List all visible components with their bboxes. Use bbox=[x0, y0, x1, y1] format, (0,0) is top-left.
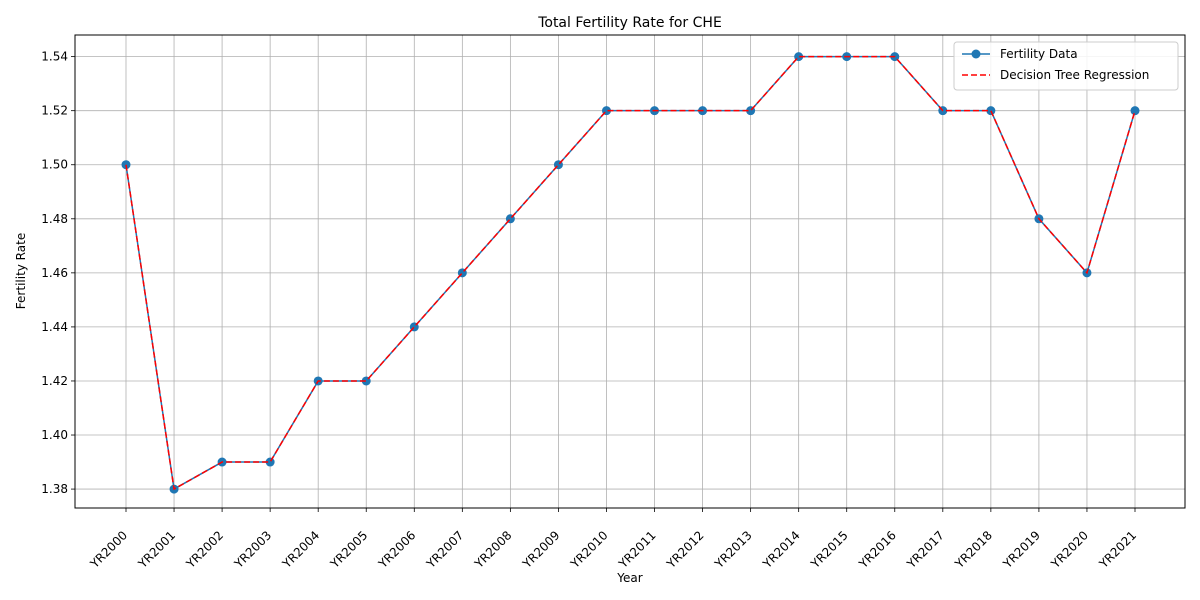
y-tick-label: 1.50 bbox=[41, 158, 68, 172]
y-axis-label: Fertility Rate bbox=[14, 233, 28, 309]
y-axis-ticks: 1.38 1.40 1.42 1.44 1.46 1.48 1.50 1.52 1.54 bbox=[41, 50, 75, 496]
legend-label-decision-tree: Decision Tree Regression bbox=[1000, 68, 1149, 82]
legend-label-fertility-data: Fertility Data bbox=[1000, 47, 1078, 61]
series-layer bbox=[121, 52, 1140, 494]
data-point-fertility-data bbox=[1130, 106, 1140, 116]
grid-lines bbox=[75, 35, 1185, 508]
chart-title: Total Fertility Rate for CHE bbox=[537, 15, 722, 31]
x-axis-label: Year bbox=[616, 571, 642, 585]
y-tick-label: 1.42 bbox=[41, 374, 68, 388]
legend-box bbox=[953, 41, 1179, 91]
y-tick-label: 1.46 bbox=[41, 266, 68, 280]
y-tick-label: 1.48 bbox=[41, 212, 68, 226]
plot-frame bbox=[74, 34, 1186, 509]
legend-marker-fertility-data bbox=[971, 49, 981, 59]
y-tick-label: 1.38 bbox=[41, 482, 68, 496]
y-tick-label: 1.52 bbox=[41, 104, 68, 118]
y-tick-label: 1.40 bbox=[41, 428, 68, 442]
y-tick-label: 1.54 bbox=[41, 50, 68, 64]
y-tick-label: 1.44 bbox=[41, 320, 68, 334]
legend: Fertility Data Decision Tree Regression bbox=[953, 41, 1179, 91]
series-line-decision-tree-regression bbox=[125, 55, 1136, 491]
data-point-fertility-data bbox=[986, 106, 996, 116]
data-point-fertility-data bbox=[265, 457, 275, 467]
